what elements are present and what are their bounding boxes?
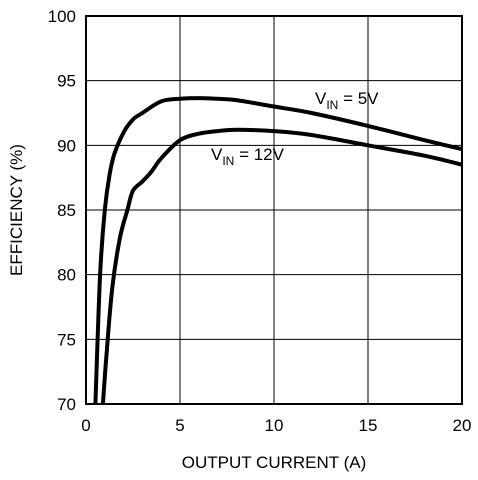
y-tick-label: 75: [57, 330, 76, 349]
series-label-2: VIN = 12V: [211, 145, 285, 168]
x-tick-label: 20: [453, 416, 472, 435]
y-tick-label: 85: [57, 201, 76, 220]
x-axis-title: OUTPUT CURRENT (A): [182, 453, 367, 472]
y-tick-label: 95: [57, 72, 76, 91]
x-tick-labels: 0 5 10 15 20: [81, 416, 471, 435]
y-tick-labels: 70 75 80 85 90 95 100: [48, 7, 76, 414]
y-tick-label: 100: [48, 7, 76, 26]
x-tick-label: 10: [265, 416, 284, 435]
y-axis-title: EFFICIENCY (%): [7, 144, 26, 276]
x-tick-label: 0: [81, 416, 90, 435]
series-line-2: [100, 127, 463, 405]
x-tick-label: 15: [359, 416, 378, 435]
y-tick-label: 80: [57, 266, 76, 285]
series-labels: VIN = 5V VIN = 12V: [211, 89, 379, 168]
plot-frame: [85, 15, 463, 405]
series-lines: [93, 96, 463, 405]
y-tick-label: 90: [57, 136, 76, 155]
series-line-1: [93, 96, 463, 405]
y-tick-label: 70: [57, 395, 76, 414]
series-label-1: VIN = 5V: [315, 89, 379, 112]
grid-lines: [86, 16, 462, 404]
x-tick-label: 5: [175, 416, 184, 435]
